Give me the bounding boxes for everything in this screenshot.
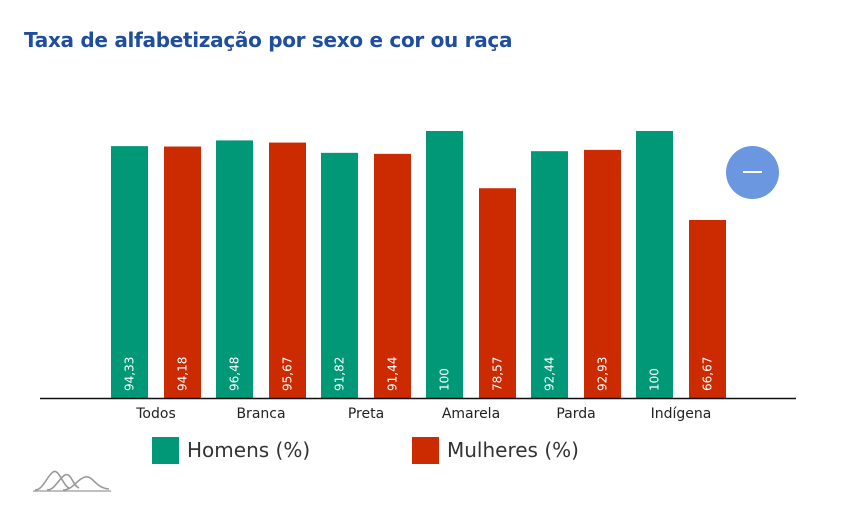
bar-mulheres-0	[164, 146, 201, 398]
bar-homens-1	[216, 140, 253, 398]
legend-swatch-homens	[152, 437, 179, 464]
x-tick-label-2: Preta	[348, 406, 384, 422]
minus-icon	[743, 171, 762, 173]
collapse-button[interactable]	[726, 146, 779, 199]
data-label-mulheres-0: 94,18	[176, 357, 190, 391]
bar-mulheres-5	[689, 219, 726, 398]
bar-homens-2	[321, 152, 358, 398]
legend-label-homens: Homens (%)	[187, 438, 311, 462]
logo-icon	[33, 470, 111, 492]
data-label-homens-1: 96,48	[228, 357, 242, 391]
bar-homens-5	[636, 131, 673, 398]
x-tick-label-3: Amarela	[442, 406, 500, 422]
data-label-homens-4: 92,44	[543, 357, 557, 391]
bar-homens-3	[426, 131, 463, 398]
bar-mulheres-3	[479, 188, 516, 398]
legend-swatch-mulheres	[412, 437, 439, 464]
legend-label-mulheres: Mulheres (%)	[447, 438, 579, 462]
bar-mulheres-1	[269, 142, 306, 398]
data-label-mulheres-5: 66,67	[701, 357, 715, 391]
bar-homens-0	[111, 146, 148, 398]
bar-mulheres-2	[374, 153, 411, 398]
bar-homens-4	[531, 151, 568, 398]
bar-mulheres-4	[584, 149, 621, 398]
data-label-mulheres-3: 78,57	[491, 357, 505, 391]
data-label-mulheres-2: 91,44	[386, 357, 400, 391]
chart-title: Taxa de alfabetização por sexo e cor ou …	[24, 28, 513, 52]
data-label-homens-3: 100	[438, 368, 452, 391]
x-tick-label-0: Todos	[135, 406, 175, 422]
data-label-mulheres-4: 92,93	[596, 357, 610, 391]
data-label-homens-5: 100	[648, 368, 662, 391]
data-label-mulheres-1: 95,67	[281, 357, 295, 391]
x-tick-label-4: Parda	[556, 406, 595, 422]
x-tick-label-1: Branca	[236, 406, 285, 422]
data-label-homens-2: 91,82	[333, 357, 347, 391]
x-tick-label-5: Indígena	[651, 406, 712, 422]
data-label-homens-0: 94,33	[123, 357, 137, 391]
